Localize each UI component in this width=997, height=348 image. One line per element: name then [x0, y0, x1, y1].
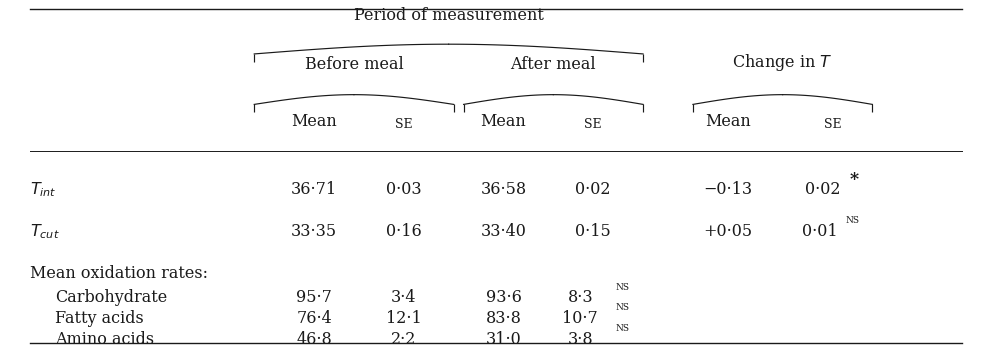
Text: 3·4: 3·4 — [391, 289, 417, 306]
Text: 76·4: 76·4 — [296, 310, 332, 327]
Text: SE: SE — [584, 118, 602, 130]
Text: Period of measurement: Period of measurement — [354, 7, 543, 24]
Text: NS: NS — [615, 303, 629, 313]
Text: 93·6: 93·6 — [486, 289, 521, 306]
Text: Mean: Mean — [481, 113, 526, 130]
Text: −0·13: −0·13 — [703, 181, 753, 198]
Text: 12·1: 12·1 — [386, 310, 422, 327]
Text: Before meal: Before meal — [304, 56, 404, 73]
Text: SE: SE — [824, 118, 841, 130]
Text: 0·01: 0·01 — [802, 223, 837, 240]
Text: 10·7: 10·7 — [562, 310, 598, 327]
Text: 0·02: 0·02 — [575, 181, 611, 198]
Text: +0·05: +0·05 — [703, 223, 753, 240]
Text: NS: NS — [615, 324, 629, 333]
Text: Fatty acids: Fatty acids — [55, 310, 144, 327]
Text: 2·2: 2·2 — [391, 331, 417, 348]
Text: 0·02: 0·02 — [805, 181, 840, 198]
Text: Mean: Mean — [705, 113, 751, 130]
Text: 8·3: 8·3 — [567, 289, 593, 306]
Text: 33·40: 33·40 — [481, 223, 526, 240]
Text: Amino acids: Amino acids — [55, 331, 154, 348]
Text: NS: NS — [845, 216, 859, 226]
Text: After meal: After meal — [510, 56, 596, 73]
Text: 36·58: 36·58 — [481, 181, 526, 198]
Text: 95·7: 95·7 — [296, 289, 332, 306]
Text: Mean oxidation rates:: Mean oxidation rates: — [30, 265, 208, 282]
Text: 3·8: 3·8 — [567, 331, 593, 348]
Text: 36·71: 36·71 — [291, 181, 337, 198]
Text: Mean: Mean — [291, 113, 337, 130]
Text: SE: SE — [395, 118, 413, 130]
Text: 33·35: 33·35 — [291, 223, 337, 240]
Text: 83·8: 83·8 — [486, 310, 521, 327]
Text: Carbohydrate: Carbohydrate — [55, 289, 167, 306]
Text: 0·15: 0·15 — [575, 223, 611, 240]
Text: Change in $\mathit{T}$: Change in $\mathit{T}$ — [733, 52, 832, 73]
Text: 46·8: 46·8 — [296, 331, 332, 348]
Text: $T_{cut}$: $T_{cut}$ — [30, 222, 60, 241]
Text: NS: NS — [615, 283, 629, 292]
Text: $T_{int}$: $T_{int}$ — [30, 180, 57, 199]
Text: *: * — [849, 171, 859, 188]
Text: 31·0: 31·0 — [486, 331, 521, 348]
Text: 0·16: 0·16 — [386, 223, 422, 240]
Text: 0·03: 0·03 — [386, 181, 422, 198]
